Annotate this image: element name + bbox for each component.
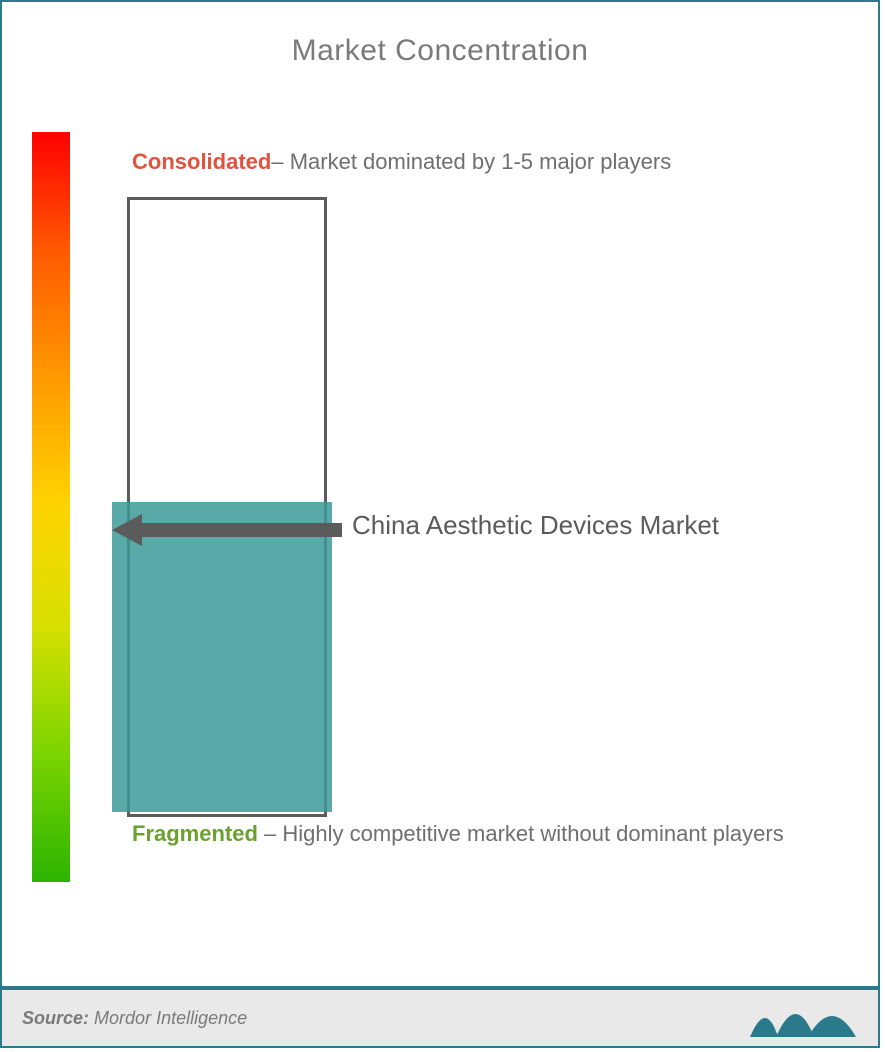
logo-icon [748, 997, 858, 1039]
gradient-bar [32, 132, 70, 882]
consolidated-term: Consolidated [132, 149, 271, 174]
arrow-icon [112, 512, 342, 548]
consolidated-text: – Market dominated by 1-5 major players [271, 149, 671, 174]
fragmented-desc: Fragmented – Highly competitive market w… [132, 812, 828, 856]
fragmented-text: – Highly competitive market without domi… [258, 821, 784, 846]
source: Source: Mordor Intelligence [22, 1008, 247, 1029]
fragmented-term: Fragmented [132, 821, 258, 846]
card: Market Concentration China Aesthetic [0, 0, 880, 1048]
footer: Source: Mordor Intelligence [2, 986, 878, 1046]
chart-area: China Aesthetic Devices Market Consolida… [32, 132, 848, 916]
chart-title: Market Concentration [2, 2, 878, 68]
source-value: Mordor Intelligence [94, 1008, 247, 1028]
market-label: China Aesthetic Devices Market [352, 510, 719, 541]
source-label: Source: [22, 1008, 89, 1028]
consolidated-desc: Consolidated– Market dominated by 1-5 ma… [132, 140, 828, 184]
position-box [112, 502, 332, 812]
